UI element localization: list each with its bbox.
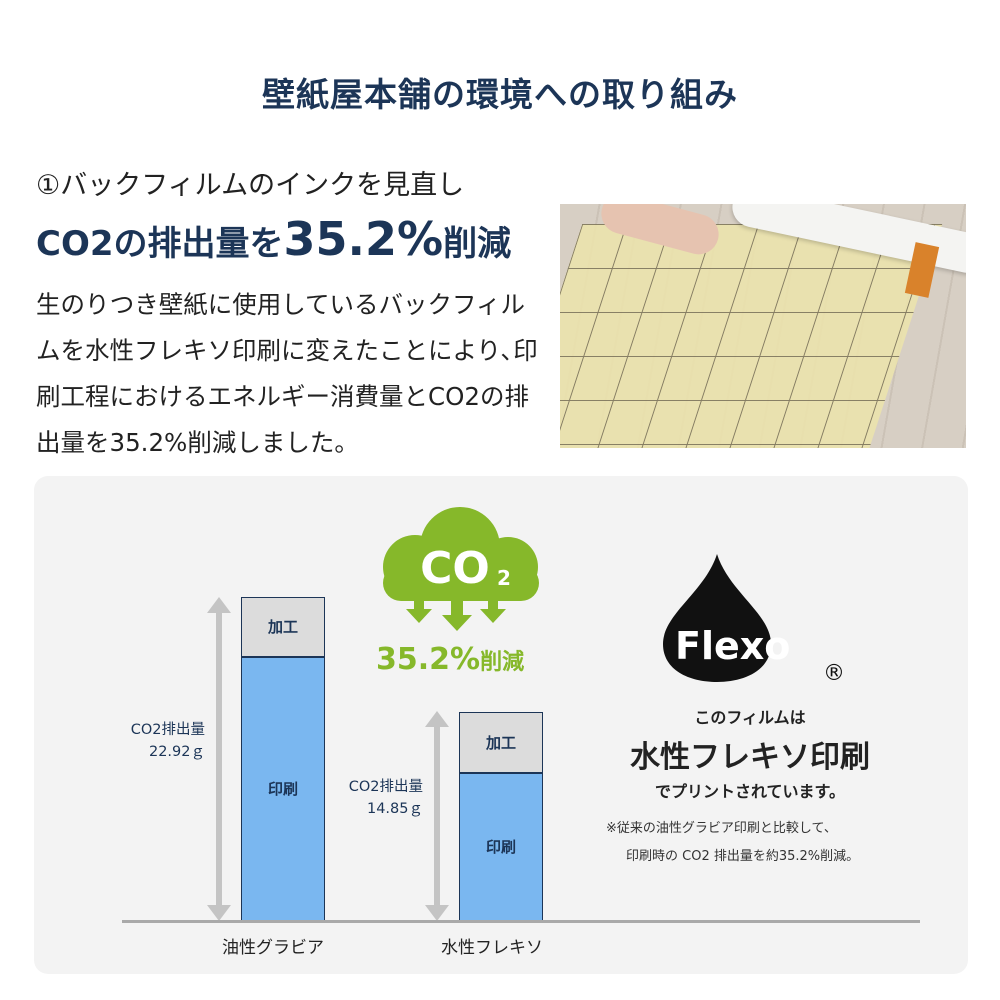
- film-line1: このフィルムは: [694, 708, 806, 727]
- section-headline: CO2の排出量を35.2%削減: [36, 212, 511, 266]
- chart-baseline: [122, 920, 920, 923]
- total-label: CO2排出量 14.85ｇ: [327, 776, 423, 820]
- headline-post: 削減: [443, 224, 512, 264]
- film-line2: 水性フレキソ印刷: [630, 740, 870, 775]
- reduction-text: 35.2%削減: [376, 642, 524, 677]
- double-arrow-icon: [425, 711, 449, 921]
- cloud-label: CO: [420, 543, 490, 594]
- note-line2: 印刷時の CO2 排出量を約35.2%削減。: [626, 849, 860, 864]
- note-line1: ※従来の油性グラビア印刷と比較して、: [606, 821, 837, 836]
- total-label-title: CO2排出量: [130, 722, 205, 738]
- reduction-label: 削減: [480, 650, 525, 675]
- section-number: ①: [36, 170, 61, 201]
- registered-mark: ®: [823, 661, 845, 686]
- logo-text: Flexo: [675, 624, 790, 668]
- page-title: 壁紙屋本舗の環境への取り組み: [262, 75, 738, 114]
- total-label-title: CO2排出量: [348, 779, 423, 796]
- bar-segment-processing: 加工: [241, 597, 325, 657]
- subtitle-text: バックフィルムのインクを見直し: [60, 170, 465, 201]
- bar-segment-print: 印刷: [241, 656, 325, 921]
- section-subtitle: ①バックフィルムのインクを見直し: [36, 163, 464, 202]
- double-arrow-icon: [207, 597, 231, 921]
- co2-cloud-icon: CO 2: [383, 507, 539, 631]
- headline-pre: CO2の排出量を: [36, 224, 284, 264]
- total-label-value: 22.92ｇ: [148, 744, 205, 760]
- wallpaper-roll-photo: [560, 204, 966, 448]
- total-label: CO2排出量 22.92ｇ: [109, 719, 205, 763]
- bar-segment-processing: 加工: [459, 711, 543, 773]
- headline-value: 35.2%: [283, 212, 444, 266]
- cloud-subscript: 2: [497, 566, 511, 590]
- reduction-value: 35.2%: [376, 642, 481, 677]
- bar-segment-print: 印刷: [459, 772, 543, 921]
- x-label-flexo: 水性フレキソ: [441, 938, 543, 958]
- film-line3: でプリントされています。: [655, 782, 845, 801]
- x-label-gravure: 油性グラビア: [222, 938, 324, 958]
- total-label-value: 14.85ｇ: [366, 801, 423, 818]
- flexo-logo: Flexo ®: [663, 554, 845, 686]
- section-body: 生のりつき壁紙に使用しているバックフィルムを水性フレキソ印刷に変えたことにより､…: [36, 290, 538, 457]
